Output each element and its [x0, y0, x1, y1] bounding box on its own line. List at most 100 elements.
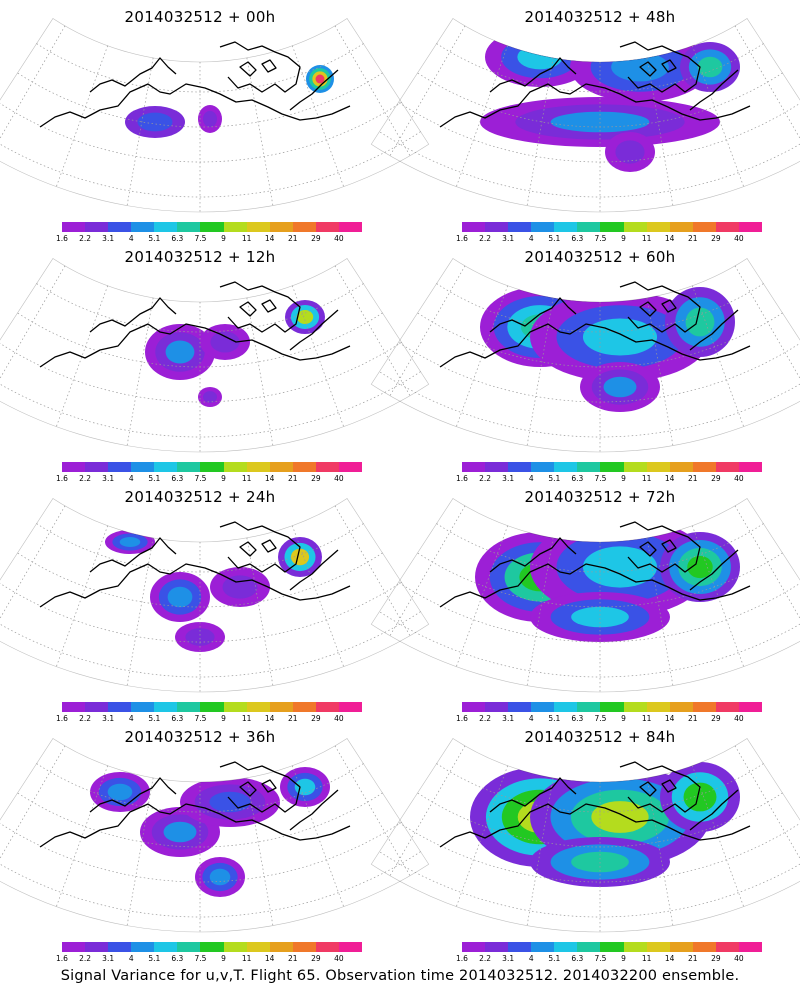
colorbar-swatch	[508, 462, 532, 472]
panel-title: 2014032512 + 60h	[524, 248, 676, 266]
colorbar-label: 21	[287, 474, 298, 483]
polar-map	[0, 738, 430, 933]
colorbar	[62, 462, 363, 472]
colorbar-labels: 1.6 2.2 3.1 4 5.1 6.3 7.5 9 11 14 21 29 40	[456, 234, 762, 244]
graticule	[379, 265, 800, 452]
colorbar-label: 9	[221, 474, 226, 483]
variance-contour	[185, 628, 215, 646]
colorbar-swatch	[200, 222, 224, 232]
colorbar-label: 5.1	[548, 234, 561, 243]
colorbar-label: 21	[687, 954, 698, 963]
map-panel: 2014032512 + 36h 1.6 2.2 3.1 4 5.1 6.3 7.5 9 11 14…	[0, 720, 430, 965]
colorbar-swatch	[508, 702, 532, 712]
variance-contour	[209, 791, 251, 813]
colorbar-swatch	[485, 702, 509, 712]
colorbar-label: 29	[711, 714, 721, 723]
colorbar	[462, 222, 763, 232]
colorbar-swatch	[462, 942, 486, 952]
colorbar-label: 5.1	[148, 954, 161, 963]
map-panel: 2014032512 + 60h 1.6 2.2 3.1 4 5.1 6.3 7.5 9 11 14…	[370, 240, 800, 485]
colorbar-swatch	[223, 222, 247, 232]
colorbar-swatch	[85, 462, 109, 472]
variance-contour	[685, 307, 715, 337]
colorbar-swatch	[738, 942, 763, 952]
colorbar-label: 9	[621, 954, 626, 963]
colorbar-swatch	[738, 222, 763, 232]
colorbar-label: 4	[128, 234, 134, 243]
panel-title: 2014032512 + 48h	[524, 8, 676, 26]
colorbar-label: 4	[528, 234, 534, 243]
colorbar-label: 14	[264, 474, 275, 483]
colorbar-swatch	[315, 222, 339, 232]
colorbar-label: 29	[311, 234, 321, 243]
coastline	[39, 761, 351, 848]
colorbar-label: 1.6	[456, 714, 468, 723]
colorbar-swatch	[623, 222, 647, 232]
variance-contour	[203, 110, 217, 128]
colorbar-swatch	[577, 462, 601, 472]
colorbar-label: 5.1	[148, 714, 161, 723]
map-boundary	[0, 738, 430, 933]
colorbar-swatch	[177, 942, 201, 952]
variance-contour	[591, 801, 649, 833]
colorbar-swatch	[269, 462, 293, 472]
colorbar-labels: 1.6 2.2 3.1 4 5.1 6.3 7.5 9 11 14 21 29 40	[456, 714, 762, 724]
colorbar-swatch	[692, 942, 716, 952]
colorbar-swatch	[531, 942, 555, 952]
colorbar-label: 9	[221, 714, 226, 723]
graticule	[0, 265, 421, 452]
colorbar-swatch	[623, 702, 647, 712]
colorbar-label: 2.2	[479, 234, 492, 243]
colorbar-swatch	[108, 222, 132, 232]
colorbar-swatch	[669, 222, 693, 232]
colorbar-swatch	[669, 942, 693, 952]
colorbar-label: 14	[664, 954, 675, 963]
colorbar-swatch	[292, 222, 316, 232]
colorbar-swatch	[531, 462, 555, 472]
variance-contour	[683, 782, 717, 812]
coastline	[39, 281, 351, 368]
colorbar-swatch	[600, 702, 624, 712]
map-boundary	[0, 18, 430, 213]
colorbar-swatch	[315, 942, 339, 952]
colorbar-label: 21	[687, 474, 698, 483]
colorbar-swatch	[85, 222, 109, 232]
colorbar-label: 6.3	[571, 474, 584, 483]
colorbar-label: 3.1	[502, 714, 515, 723]
variance-contour	[203, 391, 217, 403]
colorbar-label: 21	[287, 714, 298, 723]
colorbar-label: 29	[711, 474, 721, 483]
colorbar-label: 2.2	[479, 954, 492, 963]
colorbar-label: 6.3	[571, 954, 584, 963]
variance-contour	[315, 74, 325, 84]
colorbar-swatch	[715, 462, 739, 472]
colorbar-label: 2.2	[79, 474, 92, 483]
colorbar-swatch	[85, 942, 109, 952]
colorbar-label: 9	[621, 234, 626, 243]
colorbar-swatch	[246, 702, 270, 712]
map-boundary	[370, 18, 800, 213]
colorbar-swatch	[246, 462, 270, 472]
variance-contour	[119, 537, 141, 547]
colorbar-label: 6.3	[171, 954, 184, 963]
colorbar-swatch	[485, 462, 509, 472]
colorbar-label: 4	[128, 954, 134, 963]
panel-title: 2014032512 + 84h	[524, 728, 676, 746]
colorbar-swatch	[554, 702, 578, 712]
map-panel: 2014032512 + 24h 1.6 2.2 3.1 4 5.1 6.3 7.5 9 11 14…	[0, 480, 430, 725]
colorbar-swatch	[200, 702, 224, 712]
panel-title: 2014032512 + 72h	[524, 488, 676, 506]
map-panel: 2014032512 + 84h 1.6 2.2 3.1 4 5.1 6.3 7.5 9 11 14…	[370, 720, 800, 965]
map-panel: 2014032512 + 72h 1.6 2.2 3.1 4 5.1 6.3 7.5 9 11 14…	[370, 480, 800, 725]
colorbar-label: 2.2	[479, 474, 492, 483]
colorbar-swatch	[600, 222, 624, 232]
colorbar-label: 11	[241, 474, 252, 483]
colorbar-swatch	[600, 462, 624, 472]
polar-map	[370, 498, 800, 693]
colorbar-label: 3.1	[502, 954, 515, 963]
colorbar-label: 7.5	[594, 474, 607, 483]
colorbar-swatch	[646, 462, 670, 472]
colorbar	[462, 462, 763, 472]
colorbar-label: 5.1	[548, 714, 561, 723]
colorbar-label: 9	[221, 954, 226, 963]
